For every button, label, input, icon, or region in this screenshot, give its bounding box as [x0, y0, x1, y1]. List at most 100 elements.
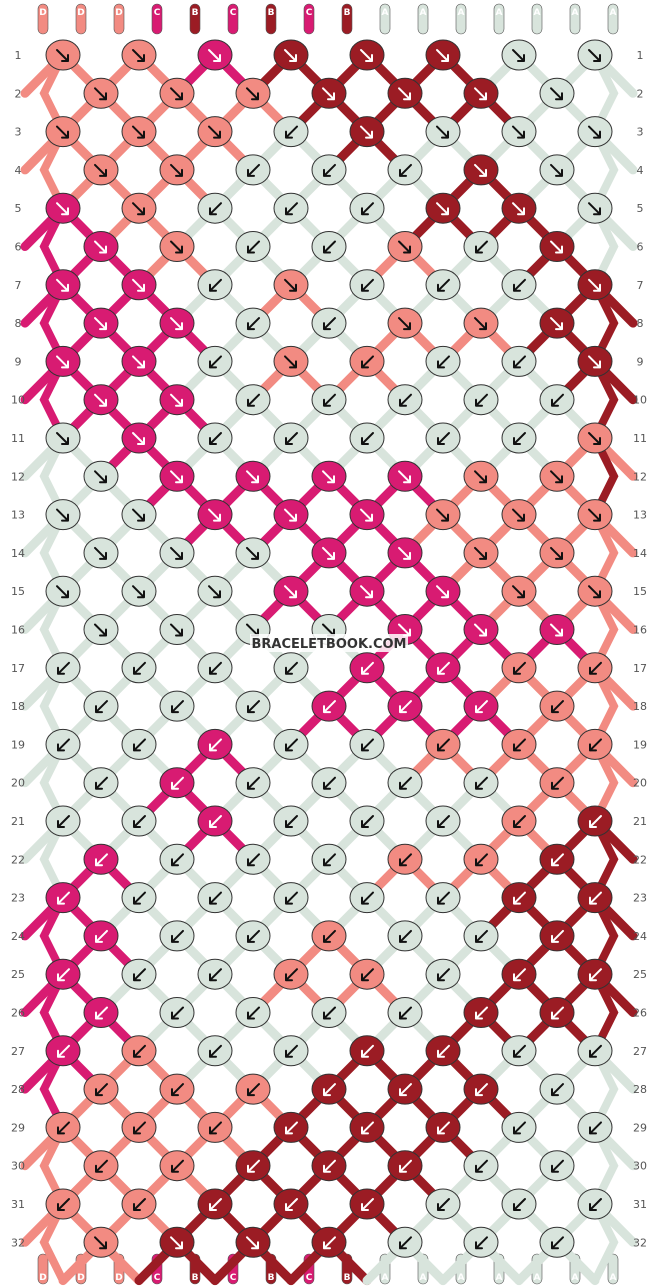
row-number-left: 4: [15, 164, 22, 177]
knot: [159, 307, 195, 339]
row-number-right: 31: [633, 1198, 647, 1211]
row-number-right: 6: [637, 241, 644, 254]
knot: [273, 1111, 309, 1143]
arrow-icon: [399, 776, 412, 790]
arrow-icon: [56, 355, 69, 369]
arrow-icon: [513, 355, 526, 369]
knot: [83, 997, 119, 1028]
knot: [349, 882, 385, 914]
arrow-icon: [437, 278, 450, 292]
arrow-icon: [285, 815, 298, 828]
arrow-icon: [588, 49, 601, 62]
knot: [273, 1188, 309, 1220]
row-number-left: 21: [11, 815, 25, 828]
row-number-left: 26: [11, 1007, 25, 1020]
knot: [425, 805, 461, 837]
arrow-icon: [94, 317, 107, 331]
knot: [273, 958, 309, 990]
bottom-strand-label: D: [115, 1273, 122, 1283]
knot: [83, 231, 119, 262]
knot: [349, 1111, 385, 1143]
knot: [425, 499, 461, 531]
arrow-icon: [589, 738, 602, 752]
row-number-right: 30: [633, 1160, 647, 1173]
row-number-left: 31: [11, 1198, 25, 1211]
arrow-icon: [246, 470, 259, 484]
knot: [501, 499, 537, 531]
top-strand-label: C: [230, 8, 237, 18]
knot: [159, 1073, 195, 1105]
top-strand-label: C: [154, 8, 161, 18]
arrow-icon: [285, 1121, 298, 1135]
knot: [311, 843, 347, 875]
arrow-icon: [512, 508, 525, 522]
arrow-icon: [475, 393, 488, 407]
knot: [197, 805, 233, 837]
arrow-icon: [247, 929, 260, 943]
knot: [197, 116, 233, 148]
knot: [501, 882, 537, 914]
knot: [45, 116, 81, 148]
knot: [235, 1073, 271, 1105]
row-number-left: 23: [11, 892, 25, 905]
arrow-icon: [323, 240, 336, 254]
row-number-right: 21: [633, 815, 647, 828]
arrow-icon: [551, 393, 564, 407]
arrow-icon: [133, 968, 146, 982]
knot: [349, 575, 385, 607]
arrow-icon: [588, 125, 601, 139]
row-number-right: 10: [633, 394, 647, 407]
arrow-icon: [284, 49, 297, 62]
arrow-icon: [247, 700, 260, 714]
arrow-icon: [437, 968, 450, 982]
arrow-icon: [57, 891, 70, 905]
knot: [159, 154, 195, 186]
top-strand: B: [189, 3, 201, 35]
knot: [539, 537, 575, 569]
knot: [235, 1150, 271, 1182]
knot: [539, 1073, 575, 1105]
knot: [349, 1188, 385, 1220]
knot: [425, 1111, 461, 1143]
knot: [463, 460, 499, 492]
top-strand-label: A: [382, 8, 389, 18]
knot: [83, 460, 119, 492]
knot: [425, 269, 461, 301]
knot: [197, 192, 233, 224]
knot: [121, 192, 157, 224]
knot: [273, 116, 309, 148]
row-number-right: 16: [633, 624, 647, 637]
arrow-icon: [170, 163, 183, 177]
top-strand: A: [493, 3, 505, 35]
knot: [45, 192, 81, 224]
arrow-icon: [361, 355, 374, 369]
arrow-icon: [94, 393, 107, 407]
row-number-right: 15: [633, 585, 647, 598]
knot: [311, 920, 347, 952]
arrow-icon: [550, 546, 563, 560]
arrow-icon: [513, 661, 526, 675]
bottom-strand-label: A: [458, 1273, 465, 1283]
top-strand-label: D: [77, 8, 84, 18]
top-strand-label: A: [610, 8, 617, 18]
row-number-right: 25: [633, 968, 647, 981]
arrow-icon: [399, 163, 412, 177]
arrow-icon: [323, 393, 336, 407]
knot: [577, 116, 613, 148]
knot: [83, 1226, 119, 1258]
arrow-icon: [208, 125, 221, 139]
knot: [539, 460, 575, 492]
arrow-icon: [323, 1006, 336, 1020]
arrow-icon: [588, 355, 601, 369]
arrow-icon: [399, 393, 412, 407]
arrow-icon: [512, 202, 525, 216]
knot: [463, 1226, 499, 1258]
row-number-right: 17: [633, 662, 647, 675]
arrow-icon: [170, 87, 183, 101]
knot: [463, 614, 499, 645]
arrow-icon: [95, 929, 108, 943]
knot: [501, 728, 537, 760]
arrow-icon: [133, 1198, 146, 1211]
top-strand-label: A: [534, 8, 541, 18]
